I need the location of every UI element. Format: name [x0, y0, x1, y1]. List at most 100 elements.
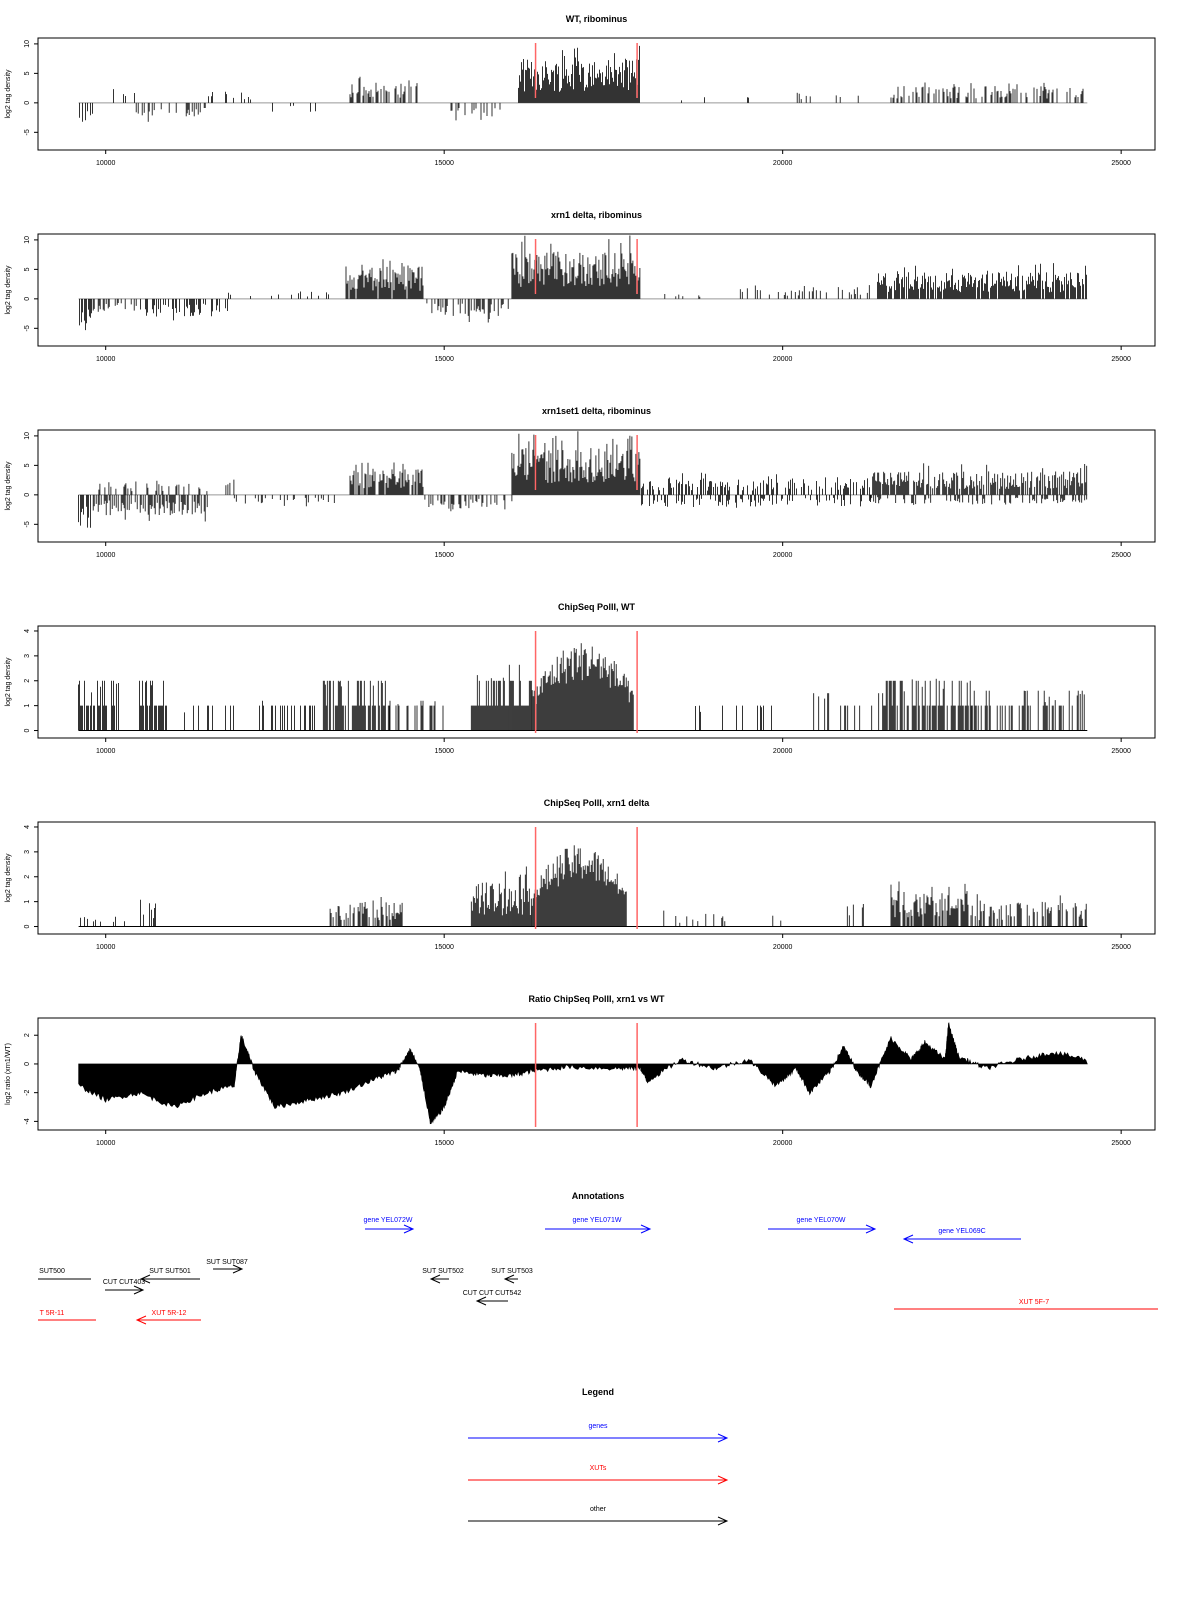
chart-panel-3: xrn1set1 delta, ribominus log2 tag densit…: [5, 406, 1156, 559]
x-tick-label: 25000: [1111, 944, 1131, 951]
y-tick-label: -5: [24, 521, 31, 527]
y-tick-label: 2: [24, 679, 31, 683]
y-tick-label: 10: [24, 432, 31, 440]
annotation-feature: SUT SUT501: [139, 1268, 200, 1284]
x-tick-label: 15000: [434, 1140, 454, 1147]
y-axis-label: log2 tag density: [5, 69, 12, 119]
annotation-feature: XUT 5R-12: [135, 1310, 201, 1325]
x-tick-label: 15000: [434, 748, 454, 755]
y-tick-label: 5: [24, 463, 31, 467]
chart-title: WT, ribominus: [566, 14, 628, 24]
feature-label: T 5R-11: [40, 1310, 65, 1317]
arrow-left-icon: [429, 1274, 441, 1284]
arrow-left-icon: [503, 1274, 515, 1284]
legend-item: other: [468, 1506, 729, 1526]
annotation-feature: gene YEL069C: [902, 1228, 1021, 1244]
x-tick-label: 15000: [434, 552, 454, 559]
arrow-right-icon: [133, 1285, 145, 1295]
legend-title: Legend: [582, 1387, 614, 1397]
y-tick-label: -4: [24, 1118, 31, 1124]
annotation-feature: CUT CUT CUT542: [463, 1290, 522, 1306]
legend-item: XUTs: [468, 1465, 729, 1485]
y-tick-label: 0: [24, 924, 31, 928]
arrow-right-icon: [717, 1516, 729, 1526]
chart-title: ChipSeq PolII, xrn1 delta: [544, 798, 651, 808]
feature-label: SUT SUT501: [149, 1268, 191, 1275]
y-tick-label: 1: [24, 900, 31, 904]
y-tick-label: 4: [24, 629, 31, 633]
y-tick-label: 10: [24, 236, 31, 244]
chart-title: Ratio ChipSeq PolII, xrn1 vs WT: [528, 994, 665, 1004]
data-series: [78, 45, 1088, 122]
feature-label: SUT SUT087: [206, 1259, 248, 1266]
x-tick-label: 20000: [773, 944, 793, 951]
annotations-title: Annotations: [572, 1191, 625, 1201]
legend-item: genes: [468, 1423, 729, 1443]
arrow-left-icon: [902, 1234, 914, 1244]
y-tick-label: 0: [24, 493, 31, 497]
chart-title: xrn1 delta, ribominus: [551, 210, 642, 220]
x-tick-label: 25000: [1111, 356, 1131, 363]
arrow-right-icon: [403, 1224, 415, 1234]
y-tick-label: 3: [24, 850, 31, 854]
chart-panel-1: WT, ribominus log2 tag density 10000 15000 2…: [5, 14, 1156, 167]
feature-label: SUT SUT503: [491, 1268, 533, 1275]
data-series: [78, 235, 1088, 331]
x-tick-label: 10000: [96, 552, 116, 559]
feature-label: SUT SUT502: [422, 1268, 464, 1275]
legend-label: XUTs: [590, 1465, 607, 1472]
arrow-right-icon: [717, 1475, 729, 1485]
feature-label: CUT CUT CUT542: [463, 1290, 522, 1297]
annotations-track: Annotations gene YEL072W gene YEL071W gene …: [38, 1191, 1158, 1325]
annotation-feature: gene YEL070W: [768, 1217, 877, 1234]
x-tick-label: 20000: [773, 1140, 793, 1147]
annotation-feature: SUT SUT503: [491, 1268, 533, 1284]
x-tick-label: 20000: [773, 356, 793, 363]
y-tick-label: 0: [24, 101, 31, 105]
arrow-left-icon: [135, 1315, 147, 1325]
y-tick-label: 0: [24, 728, 31, 732]
arrow-right-icon: [640, 1224, 652, 1234]
y-tick-label: 5: [24, 71, 31, 75]
chart-title: xrn1set1 delta, ribominus: [542, 406, 651, 416]
y-axis-label: log2 tag density: [5, 657, 12, 707]
chart-panel-6: Ratio ChipSeq PolII, xrn1 vs WT log2 rati…: [5, 994, 1156, 1147]
feature-label: gene YEL072W: [364, 1217, 413, 1224]
x-tick-label: 20000: [773, 552, 793, 559]
y-tick-label: 3: [24, 654, 31, 658]
plot-frame: [37, 821, 1156, 935]
annotation-feature: gene YEL072W: [364, 1217, 415, 1234]
arrow-right-icon: [232, 1264, 244, 1274]
feature-label: CUT CUT403: [103, 1279, 145, 1286]
x-tick-label: 15000: [434, 160, 454, 167]
arrow-left-icon: [475, 1296, 487, 1306]
feature-label: XUT 5R-12: [152, 1310, 187, 1317]
ratio-area: [78, 1022, 1088, 1125]
y-tick-label: 10: [24, 40, 31, 48]
annotation-feature: gene YEL071W: [545, 1217, 652, 1234]
x-tick-label: 10000: [96, 944, 116, 951]
arrow-left-icon: [139, 1274, 151, 1284]
feature-label: gene YEL071W: [573, 1217, 622, 1224]
annotation-feature: SUT500: [38, 1268, 91, 1280]
annotation-feature: CUT CUT403: [103, 1279, 145, 1295]
x-tick-label: 10000: [96, 356, 116, 363]
y-tick-label: 5: [24, 267, 31, 271]
plot-frame: [37, 37, 1156, 151]
x-tick-label: 10000: [96, 748, 116, 755]
legend-label: genes: [588, 1423, 608, 1430]
chart-panel-5: ChipSeq PolII, xrn1 delta log2 tag densit…: [5, 798, 1156, 951]
x-tick-label: 10000: [96, 1140, 116, 1147]
plot-frame: [37, 429, 1156, 543]
feature-label: gene YEL070W: [797, 1217, 846, 1224]
y-axis-label: log2 tag density: [5, 853, 12, 903]
arrow-right-icon: [717, 1433, 729, 1443]
annotation-feature: T 5R-11: [38, 1310, 96, 1321]
y-tick-label: -2: [24, 1089, 31, 1095]
annotation-feature: SUT SUT087: [206, 1259, 248, 1274]
feature-label: XUT 5F-7: [1019, 1299, 1049, 1306]
plot-frame: [37, 625, 1156, 739]
y-tick-label: 0: [24, 1062, 31, 1066]
